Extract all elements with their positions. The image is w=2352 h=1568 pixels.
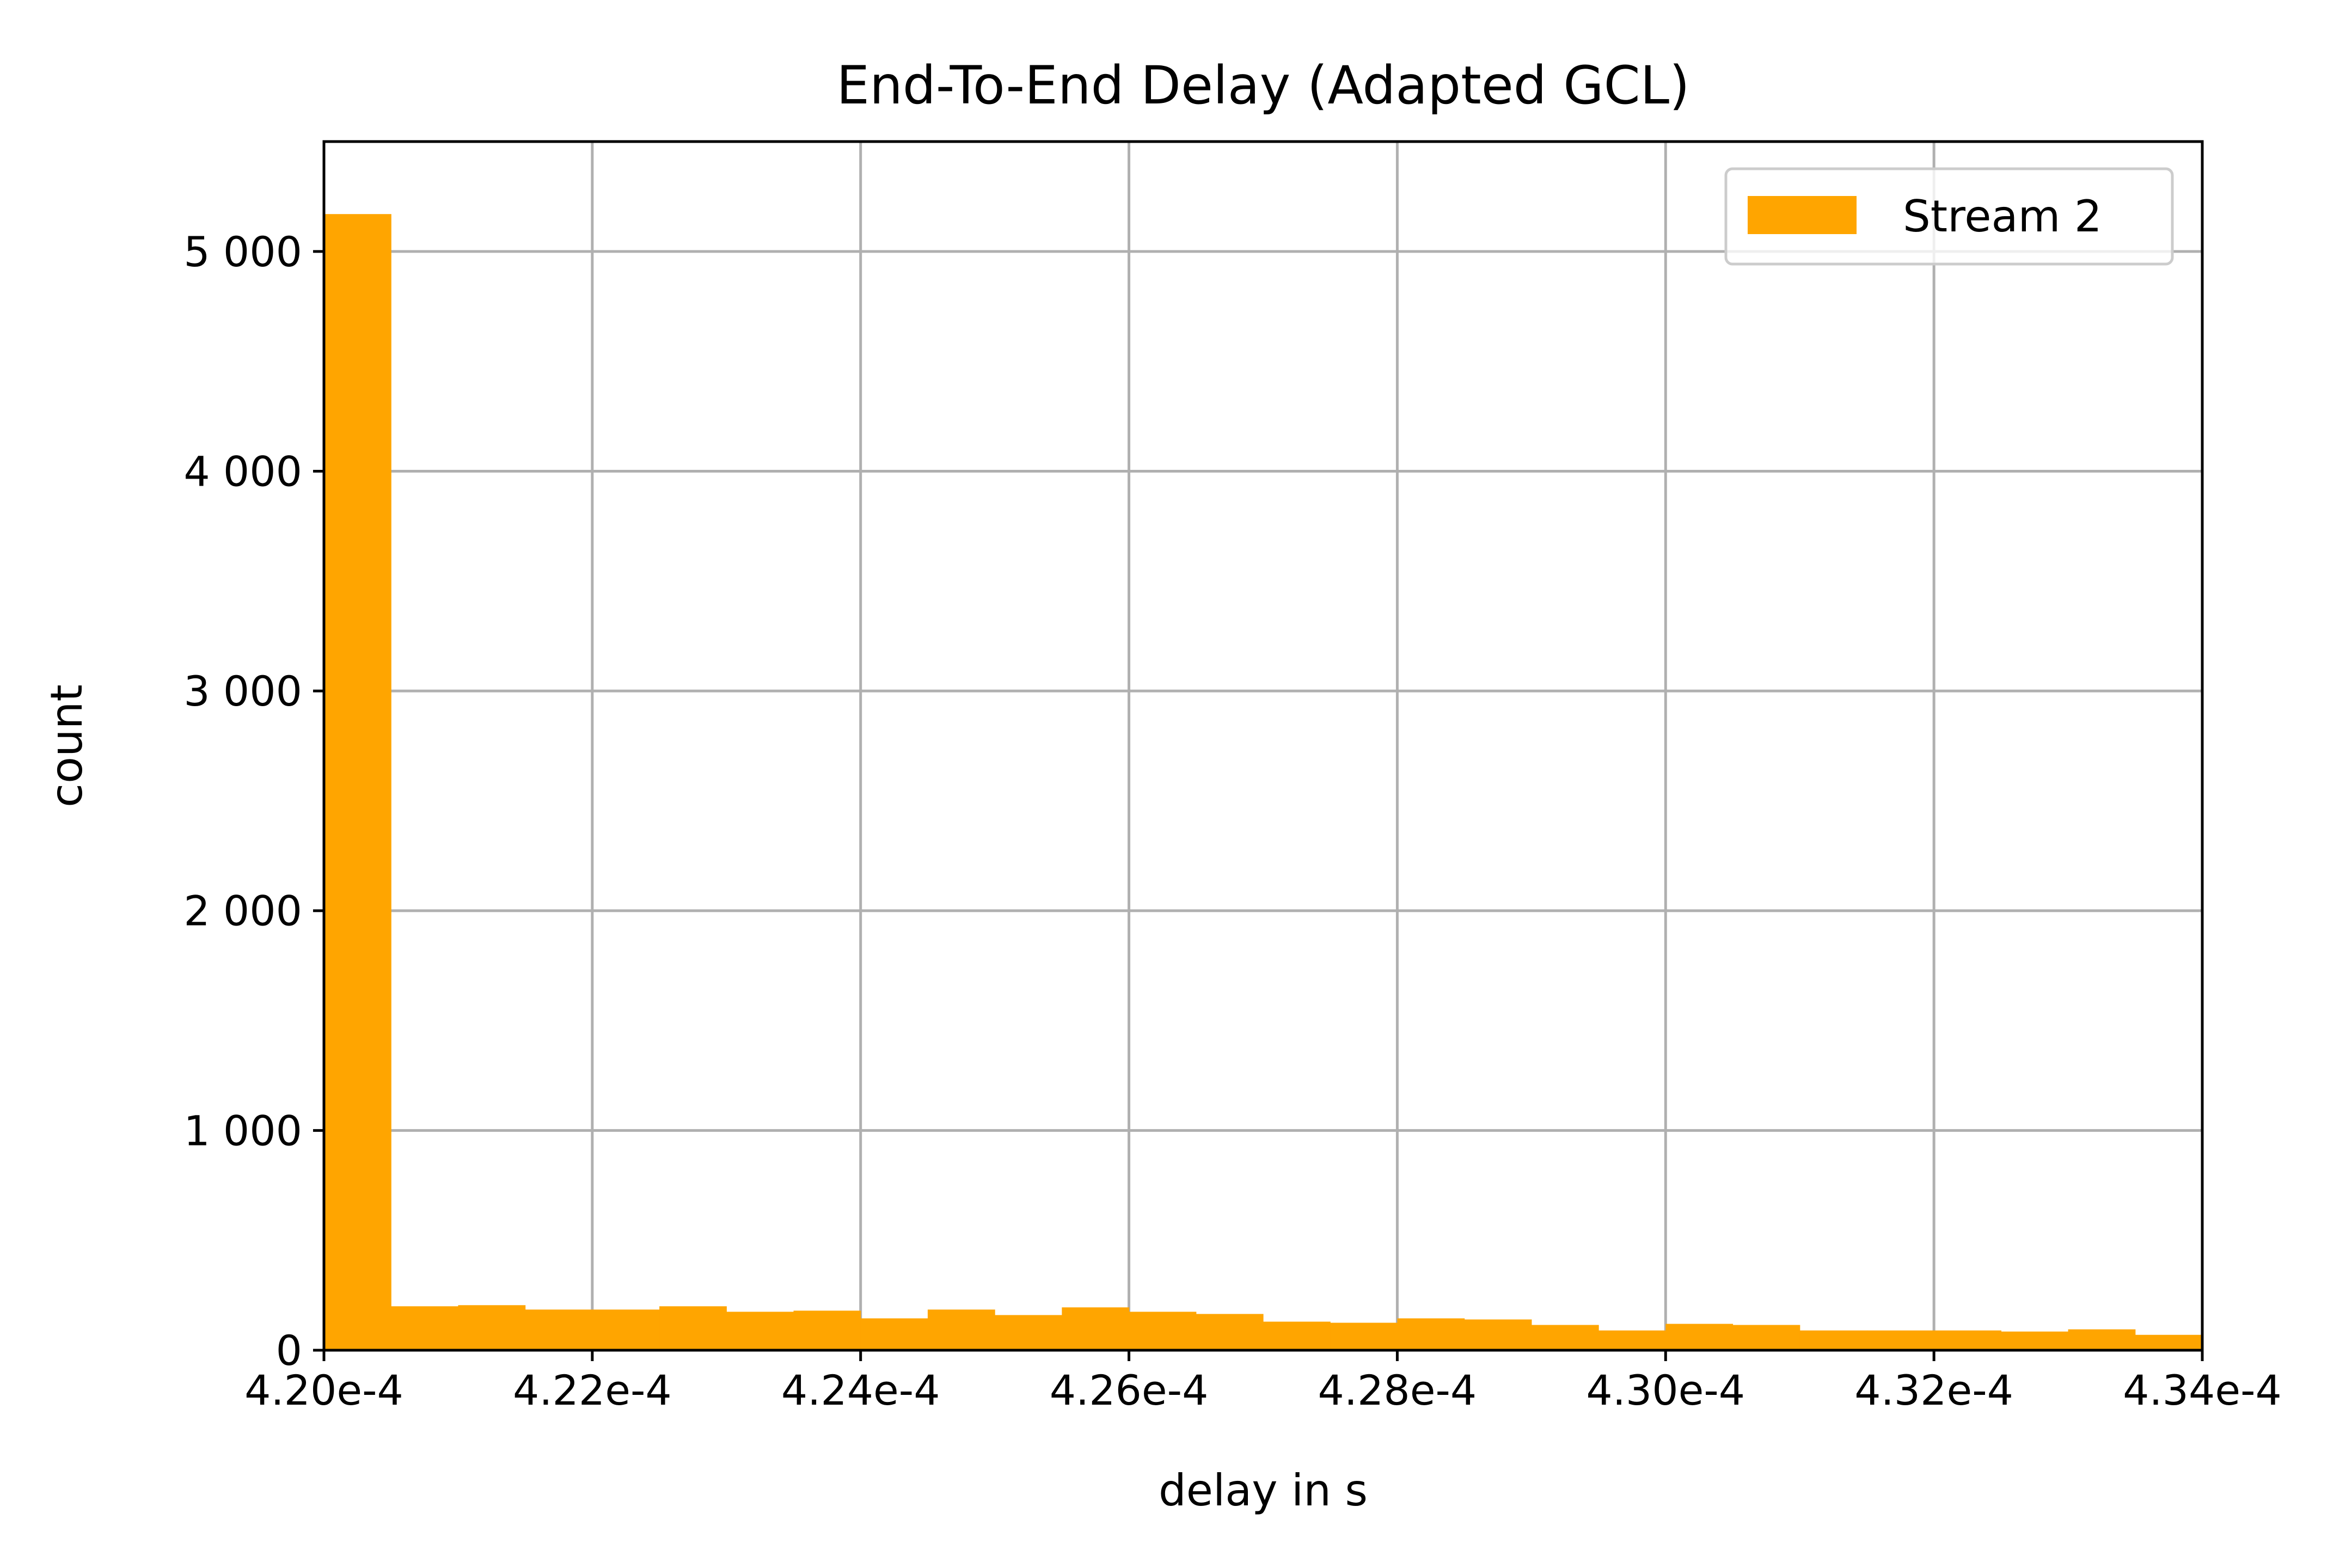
histogram-bar [1062,1307,1130,1350]
legend: Stream 2 [1724,167,2174,266]
histogram-bar [324,214,391,1351]
histogram-bar [1129,1312,1197,1350]
x-tick-label: 4.20e-4 [244,1366,403,1414]
x-tick-label: 4.28e-4 [1318,1366,1477,1414]
histogram-bar [592,1309,660,1350]
histogram-bar [2135,1334,2203,1350]
histogram-bar [793,1310,861,1350]
legend-swatch [1748,196,1857,234]
histogram-bar [391,1306,459,1350]
chart-title: End-To-End Delay (Adapted GCL) [836,55,1689,116]
y-tick-label: 0 [276,1326,302,1375]
legend-box [1724,167,2174,266]
histogram-bar [525,1309,593,1350]
histogram-bar [1196,1314,1264,1350]
x-tick-label: 4.26e-4 [1050,1366,1209,1414]
histogram-bar [1799,1330,1867,1350]
histogram-bar [1732,1325,1800,1350]
histogram-bar [1397,1318,1465,1350]
y-tick-label: 5 000 [183,228,302,276]
histogram-bar [927,1309,995,1350]
histogram-bar [1330,1322,1398,1350]
histogram-bar [2068,1329,2136,1350]
histogram-bar [659,1306,727,1350]
y-axis-label: count [41,684,92,807]
histogram-bar [1263,1321,1331,1350]
x-tick-label: 4.34e-4 [2123,1366,2282,1414]
axis-ticks: 4.20e-4 4.22e-4 4.24e-4 4.26e-4 4.28e-4 4.30e… [183,228,2281,1414]
histogram-bars [324,214,2203,1351]
y-tick-label: 3 000 [183,667,302,715]
histogram-bar [1665,1324,1734,1350]
histogram-bar [2001,1331,2069,1350]
histogram-bar [458,1305,526,1350]
x-tick-label: 4.22e-4 [513,1366,672,1414]
y-tick-label: 2 000 [183,887,302,935]
histogram-bar [1531,1325,1599,1350]
histogram-bar [1866,1330,1934,1350]
legend-label: Stream 2 [1903,191,2102,242]
y-tick-label: 1 000 [183,1106,302,1155]
histogram-bar [1464,1319,1532,1350]
histogram-bar [1598,1330,1666,1350]
histogram-bar [726,1312,794,1350]
histogram-bar [1934,1330,2001,1350]
x-axis-label: delay in s [1159,1465,1368,1516]
x-tick-label: 4.24e-4 [781,1366,940,1414]
x-tick-label: 4.32e-4 [1854,1366,2013,1414]
y-tick-label: 4 000 [183,447,302,495]
histogram-bar [995,1315,1062,1350]
plot-frame [322,140,2204,1352]
histogram-bar [860,1318,928,1350]
x-tick-label: 4.30e-4 [1586,1366,1745,1414]
